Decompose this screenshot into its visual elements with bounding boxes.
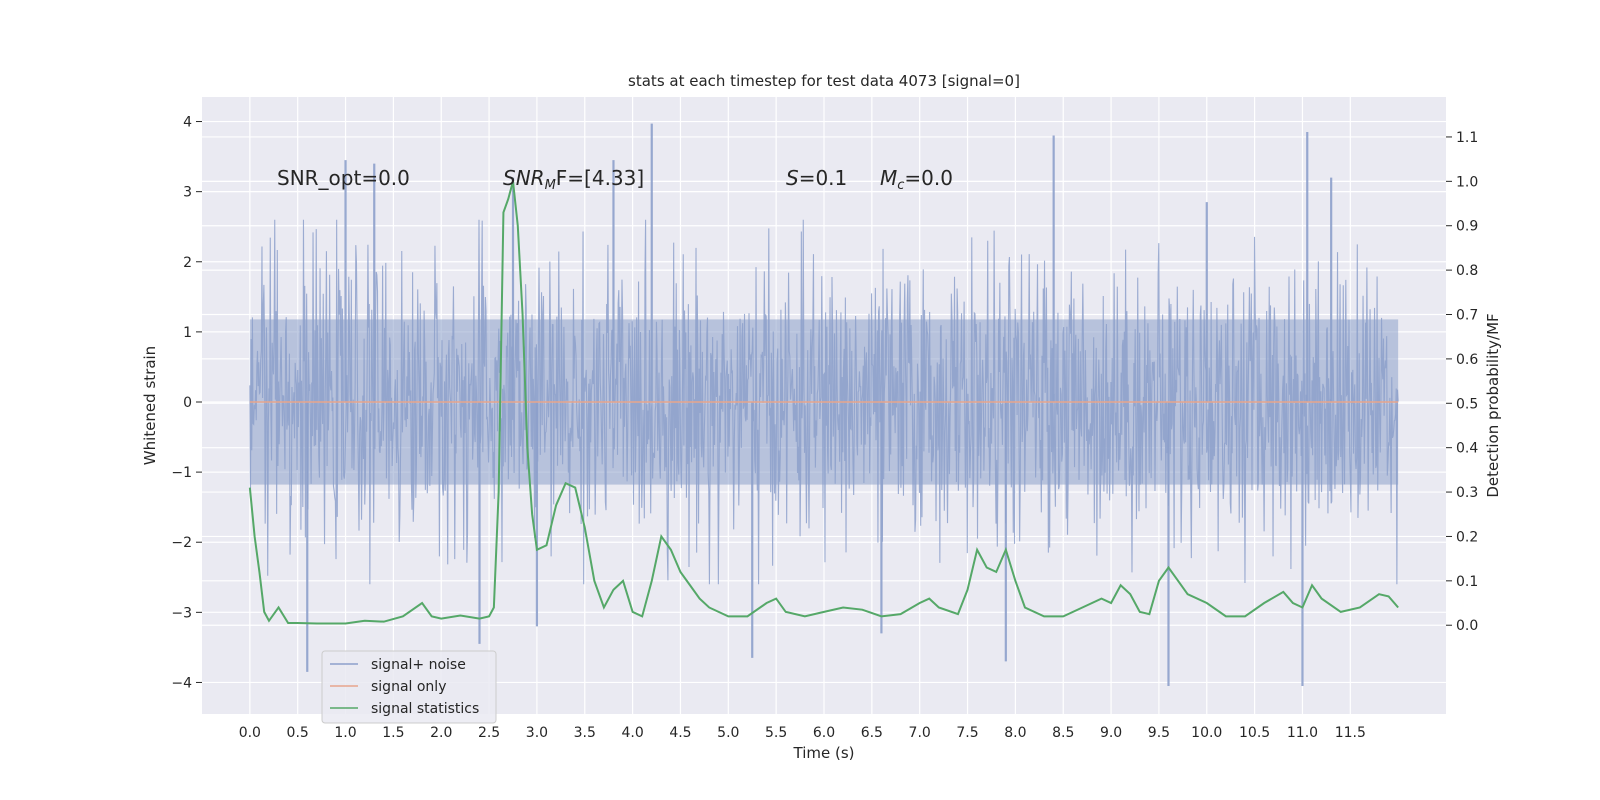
annotation-mc: Mc=0.0 — [880, 166, 953, 193]
y-tick-label: 4 — [183, 115, 192, 131]
legend-label-signal-plus-noise: signal+ noise — [371, 657, 466, 673]
y-tick-label: 2 — [183, 255, 192, 271]
y-tick-label: 1 — [183, 325, 192, 341]
x-tick-label: 8.5 — [1052, 725, 1074, 741]
annotation-snr-opt: SNR_opt=0.0 — [277, 166, 410, 190]
y-right-tick-label: 0.5 — [1456, 396, 1478, 412]
y-right-tick-label: 0.2 — [1456, 529, 1478, 545]
y-right-tick-label: 0.3 — [1456, 485, 1478, 501]
x-tick-label: 6.5 — [861, 725, 883, 741]
y-tick-label: −3 — [171, 605, 192, 621]
annotation-snr-mf: SNRMF=[4.33] — [503, 166, 644, 193]
x-tick-label: 3.5 — [574, 725, 596, 741]
y-right-tick-label: 0.1 — [1456, 574, 1478, 590]
x-tick-label: 7.0 — [909, 725, 931, 741]
x-tick-label: 8.0 — [1004, 725, 1026, 741]
x-tick-label: 6.0 — [813, 725, 835, 741]
annotation-s-main: S — [786, 166, 799, 190]
x-axis-label: Time (s) — [793, 744, 855, 762]
annotation-s-rest: =0.1 — [799, 166, 848, 190]
annotation-s: S=0.1 — [786, 166, 847, 190]
x-tick-label: 2.5 — [478, 725, 500, 741]
annotation-mc-rest: =0.0 — [904, 166, 953, 190]
x-tick-label: 3.0 — [526, 725, 548, 741]
x-tick-label: 1.5 — [382, 725, 404, 741]
annotation-snr-mf-main: SNR — [503, 166, 545, 190]
x-tick-label: 0.5 — [287, 725, 309, 741]
series-signal-statistics — [248, 181, 1399, 625]
y-right-tick-label: 0.6 — [1456, 352, 1478, 368]
legend-box — [321, 650, 497, 724]
tick-labels: 0.0 0.5 1.0 1.5 2.0 2.5 3.0 3.5 4.0 4.5 5.0 5.5 6.0 6… — [171, 115, 1478, 741]
y-right-tick-label: 0.7 — [1456, 308, 1478, 324]
x-tick-label: 4.5 — [669, 725, 691, 741]
y-tick-label: 3 — [183, 185, 192, 201]
y-tick-label: −4 — [171, 675, 192, 691]
x-tick-label: 7.5 — [956, 725, 978, 741]
x-tick-label: 9.0 — [1100, 725, 1122, 741]
x-tick-label: 5.5 — [765, 725, 787, 741]
x-tick-label: 10.5 — [1239, 725, 1270, 741]
legend: signal+ noise signal only signal statist… — [321, 650, 497, 724]
signal-plus-noise-peaks — [306, 123, 1333, 686]
y-tick-label: −2 — [171, 535, 192, 551]
x-tick-label: 1.0 — [334, 725, 356, 741]
annotation-mc-sub: c — [897, 178, 904, 193]
x-tick-label: 4.0 — [621, 725, 643, 741]
y-right-tick-label: 1.0 — [1456, 174, 1478, 190]
annotation-snr-mf-sub: M — [545, 178, 556, 193]
y-right-tick-label: 0.0 — [1456, 618, 1478, 634]
annotation-snr-mf-rest: F=[4.33] — [556, 166, 644, 190]
x-tick-label: 9.5 — [1148, 725, 1170, 741]
annotations: SNR_opt=0.0 SNRMF=[4.33] S=0.1 Mc=0.0 — [277, 166, 953, 193]
y-right-tick-label: 1.1 — [1456, 130, 1478, 146]
y-right-tick-label: 0.4 — [1456, 441, 1478, 457]
y-right-tick-label: 0.8 — [1456, 263, 1478, 279]
x-tick-label: 5.0 — [717, 725, 739, 741]
legend-label-signal-only: signal only — [371, 679, 446, 695]
legend-label-signal-statistics: signal statistics — [371, 701, 479, 717]
chart-title: stats at each timestep for test data 407… — [628, 72, 1020, 90]
x-tick-label: 11.5 — [1335, 725, 1366, 741]
x-tick-label: 0.0 — [239, 725, 261, 741]
signal-statistics-line — [248, 181, 1399, 625]
annotation-mc-main: M — [880, 166, 897, 190]
x-tick-label: 10.0 — [1191, 725, 1222, 741]
x-tick-label: 2.0 — [430, 725, 452, 741]
y-axis-label-right: Detection probability/MF — [1484, 313, 1502, 497]
y-tick-label: 0 — [183, 395, 192, 411]
y-axis-label: Whitened strain — [141, 346, 159, 465]
y-tick-label: −1 — [171, 465, 192, 481]
y-right-tick-label: 0.9 — [1456, 219, 1478, 235]
x-tick-label: 11.0 — [1287, 725, 1318, 741]
